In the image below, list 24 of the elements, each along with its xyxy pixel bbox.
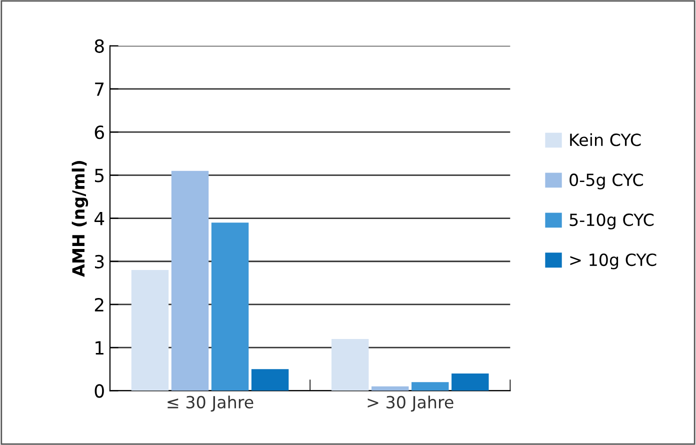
y-tick-label: 8 <box>94 39 104 53</box>
x-tick-label: > 30 Jahre <box>368 396 454 412</box>
bar <box>331 338 369 391</box>
bar <box>171 170 209 391</box>
y-tick-label: 6 <box>94 126 104 140</box>
y-tick-label: 1 <box>96 341 104 354</box>
bar <box>372 386 409 391</box>
y-tick-label: 0 <box>94 384 104 398</box>
y-tick-label: 4 <box>94 212 104 226</box>
legend-label: 0-5g CYC <box>570 174 643 190</box>
y-tick-label: 3 <box>94 254 104 268</box>
y-tick-label: 7 <box>95 82 104 96</box>
legend-label: 5-10g CYC <box>570 213 654 230</box>
y-tick-label: 5 <box>95 168 104 182</box>
bar <box>412 382 449 391</box>
y-axis-title: AMH (ng/ml) <box>72 160 88 277</box>
bar <box>452 373 489 391</box>
bar <box>131 270 169 391</box>
y-tick-label: 2 <box>94 298 104 312</box>
bar <box>211 222 249 391</box>
legend-label: Kein CYC <box>570 133 641 146</box>
bar <box>251 369 289 391</box>
legend-label: > 10g CYC <box>570 253 656 270</box>
x-tick-label: ≤ 30 Jahre <box>168 396 254 412</box>
